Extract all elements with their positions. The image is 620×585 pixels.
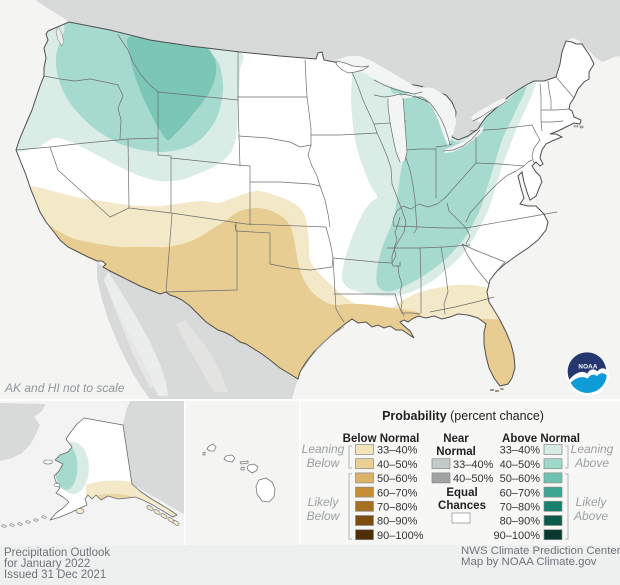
svg-text:NOAA: NOAA <box>578 364 598 371</box>
svg-text:80–90%: 80–90% <box>500 516 541 528</box>
svg-text:80–90%: 80–90% <box>377 516 418 528</box>
svg-text:40–50%: 40–50% <box>453 473 494 485</box>
svg-text:33–40%: 33–40% <box>453 459 494 471</box>
svg-text:33–40%: 33–40% <box>377 445 418 457</box>
svg-text:90–100%: 90–100% <box>377 530 424 542</box>
svg-text:33–40%: 33–40% <box>500 445 541 457</box>
svg-text:Probability (percent chance): Probability (percent chance) <box>382 409 544 423</box>
svg-text:60–70%: 60–70% <box>500 487 541 499</box>
svg-text:Above: Above <box>574 456 609 470</box>
svg-text:Above Normal: Above Normal <box>502 433 580 445</box>
svg-text:Chances: Chances <box>438 500 486 512</box>
svg-text:Leaning: Leaning <box>571 442 614 456</box>
svg-text:Above: Above <box>573 509 608 523</box>
svg-text:60–70%: 60–70% <box>377 487 418 499</box>
svg-text:Equal: Equal <box>446 487 477 499</box>
svg-text:50–60%: 50–60% <box>377 473 418 485</box>
svg-text:40–50%: 40–50% <box>377 459 418 471</box>
svg-text:70–80%: 70–80% <box>377 502 418 514</box>
svg-text:Below: Below <box>307 509 341 523</box>
svg-text:AK and HI not to scale: AK and HI not to scale <box>4 381 125 395</box>
svg-text:Below Normal: Below Normal <box>343 433 420 445</box>
svg-text:Leaning: Leaning <box>302 442 345 456</box>
svg-text:Below: Below <box>307 456 341 470</box>
svg-text:Likely: Likely <box>576 495 608 509</box>
svg-text:90–100%: 90–100% <box>494 530 541 542</box>
svg-text:40–50%: 40–50% <box>500 459 541 471</box>
svg-text:Normal: Normal <box>436 446 476 458</box>
svg-text:Near: Near <box>443 433 469 445</box>
svg-text:70–80%: 70–80% <box>500 502 541 514</box>
svg-text:Likely: Likely <box>308 495 340 509</box>
svg-text:50–60%: 50–60% <box>500 473 541 485</box>
